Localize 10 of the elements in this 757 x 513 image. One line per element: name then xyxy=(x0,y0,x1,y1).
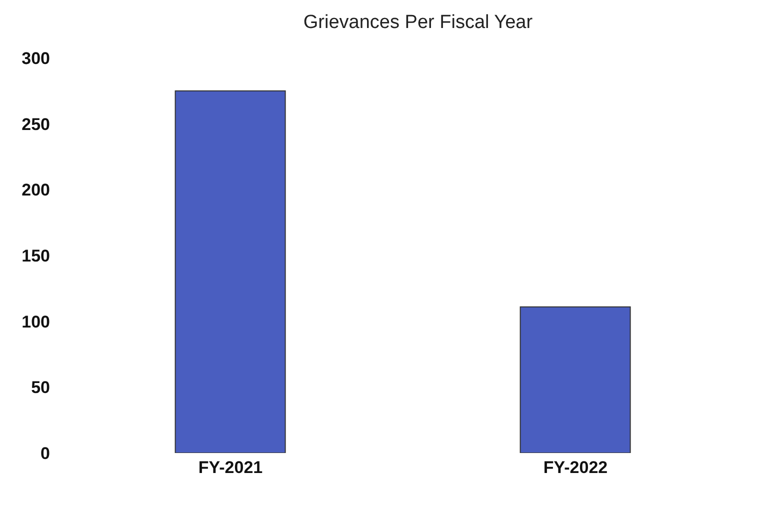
y-tick-label: 50 xyxy=(31,378,50,398)
y-tick-label: 0 xyxy=(40,444,50,464)
y-tick-label: 150 xyxy=(22,246,50,266)
y-tick-label: 250 xyxy=(22,114,50,134)
y-tick-label: 200 xyxy=(22,180,50,200)
y-tick-label: 300 xyxy=(22,49,50,68)
chart-title: Grievances Per Fiscal Year xyxy=(302,11,534,35)
x-tick-label: FY-2021 xyxy=(198,458,263,478)
y-tick-label: 100 xyxy=(22,312,50,332)
x-tick-label: FY-2022 xyxy=(543,458,608,478)
